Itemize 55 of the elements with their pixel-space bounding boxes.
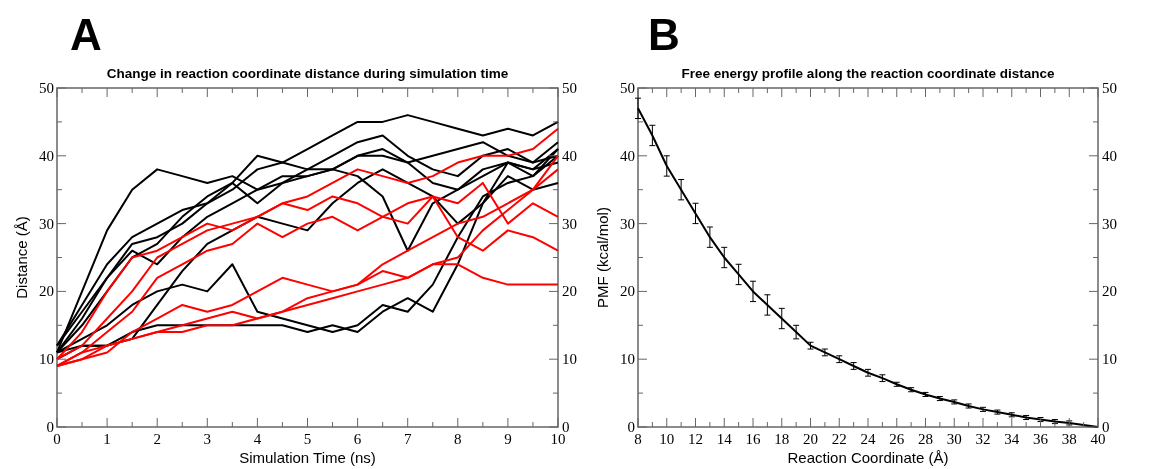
y2-tick-label: 20 xyxy=(562,283,577,300)
chart-title: Free energy profile along the reaction coordinate distance xyxy=(681,66,1055,81)
x-tick-label: 30 xyxy=(946,431,962,447)
y-tick-label: 50 xyxy=(39,80,54,96)
x-tick-label: 24 xyxy=(860,431,876,447)
y-tick-label: 40 xyxy=(620,147,635,164)
x-tick-label: 5 xyxy=(303,431,312,447)
x-tick-label: 16 xyxy=(745,431,761,447)
y2-tick-label: 30 xyxy=(1102,215,1117,232)
y2-tick-label: 40 xyxy=(562,147,577,164)
x-tick-label: 38 xyxy=(1061,431,1077,447)
y-tick-label: 10 xyxy=(620,351,635,368)
chart-title: Change in reaction coordinate distance during simulation time xyxy=(106,66,509,81)
x-tick-label: 6 xyxy=(353,431,362,447)
x-tick-label: 7 xyxy=(403,431,412,447)
y-tick-label: 50 xyxy=(620,80,635,96)
x-tick-label: 4 xyxy=(253,431,262,447)
y-tick-label: 0 xyxy=(46,419,54,435)
text: B xyxy=(648,10,680,59)
x-tick-label: 3 xyxy=(203,431,212,447)
text: A xyxy=(70,10,102,59)
y2-tick-label: 10 xyxy=(562,351,577,368)
y-tick-label: 10 xyxy=(39,351,54,368)
x-tick-label: 2 xyxy=(153,431,161,447)
x-tick-label: 34 xyxy=(1004,431,1020,447)
x-tick-label: 22 xyxy=(831,431,847,447)
x-tick-label: 20 xyxy=(803,431,818,447)
x-tick-label: 28 xyxy=(918,431,933,447)
x-axis-title: Reaction Coordinate (Å) xyxy=(787,449,949,466)
x-tick-label: 12 xyxy=(688,431,703,447)
y-tick-label: 30 xyxy=(39,215,54,232)
y-tick-label: 30 xyxy=(620,215,635,232)
x-tick-label: 8 xyxy=(454,431,462,447)
y2-tick-label: 50 xyxy=(562,80,577,96)
y-axis-title: Distance (Å) xyxy=(13,216,30,299)
x-axis-title: Simulation Time (ns) xyxy=(239,449,376,466)
x-tick-label: 9 xyxy=(504,431,512,447)
x-tick-label: 36 xyxy=(1033,431,1049,447)
x-tick-label: 8 xyxy=(634,431,642,447)
y-tick-label: 40 xyxy=(39,147,54,164)
x-tick-label: 14 xyxy=(716,431,733,447)
y-tick-label: 20 xyxy=(620,283,635,300)
y-tick-label: 0 xyxy=(627,419,635,435)
y2-tick-label: 10 xyxy=(1102,351,1117,368)
y2-tick-label: 20 xyxy=(1102,283,1117,300)
y-tick-label: 20 xyxy=(39,283,54,300)
y2-tick-label: 30 xyxy=(562,215,577,232)
y-axis-title: PMF (kcal/mol) xyxy=(594,207,611,308)
x-tick-label: 1 xyxy=(103,431,111,447)
y2-tick-label: 50 xyxy=(1102,80,1117,96)
x-tick-label: 26 xyxy=(889,431,905,447)
y2-tick-label: 40 xyxy=(1102,147,1117,164)
x-tick-label: 18 xyxy=(774,431,790,447)
x-tick-label: 32 xyxy=(975,431,991,447)
x-tick-label: 10 xyxy=(659,431,675,447)
